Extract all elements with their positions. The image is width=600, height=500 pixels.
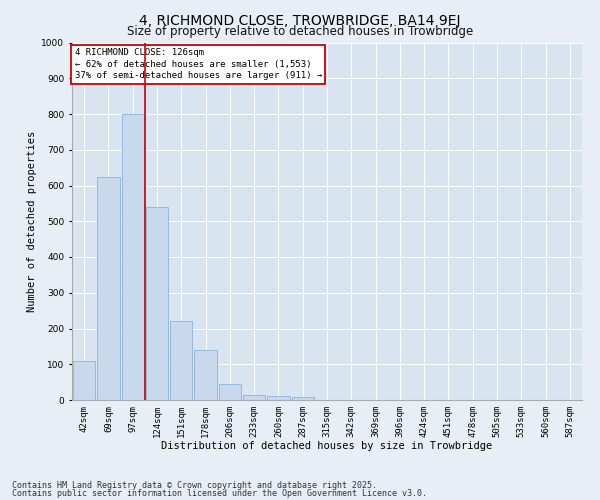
Bar: [170, 322, 193, 400]
Y-axis label: Number of detached properties: Number of detached properties: [27, 130, 37, 312]
Bar: [122, 114, 144, 400]
Bar: [267, 396, 290, 400]
Bar: [146, 207, 168, 400]
Text: Contains HM Land Registry data © Crown copyright and database right 2025.: Contains HM Land Registry data © Crown c…: [12, 481, 377, 490]
Text: 4 RICHMOND CLOSE: 126sqm
← 62% of detached houses are smaller (1,553)
37% of sem: 4 RICHMOND CLOSE: 126sqm ← 62% of detach…: [74, 48, 322, 80]
Bar: [292, 397, 314, 400]
X-axis label: Distribution of detached houses by size in Trowbridge: Distribution of detached houses by size …: [161, 442, 493, 452]
Bar: [218, 384, 241, 400]
Text: Size of property relative to detached houses in Trowbridge: Size of property relative to detached ho…: [127, 25, 473, 38]
Text: 4, RICHMOND CLOSE, TROWBRIDGE, BA14 9EJ: 4, RICHMOND CLOSE, TROWBRIDGE, BA14 9EJ: [139, 14, 461, 28]
Bar: [243, 394, 265, 400]
Bar: [73, 360, 95, 400]
Text: Contains public sector information licensed under the Open Government Licence v3: Contains public sector information licen…: [12, 490, 427, 498]
Bar: [97, 176, 119, 400]
Bar: [194, 350, 217, 400]
